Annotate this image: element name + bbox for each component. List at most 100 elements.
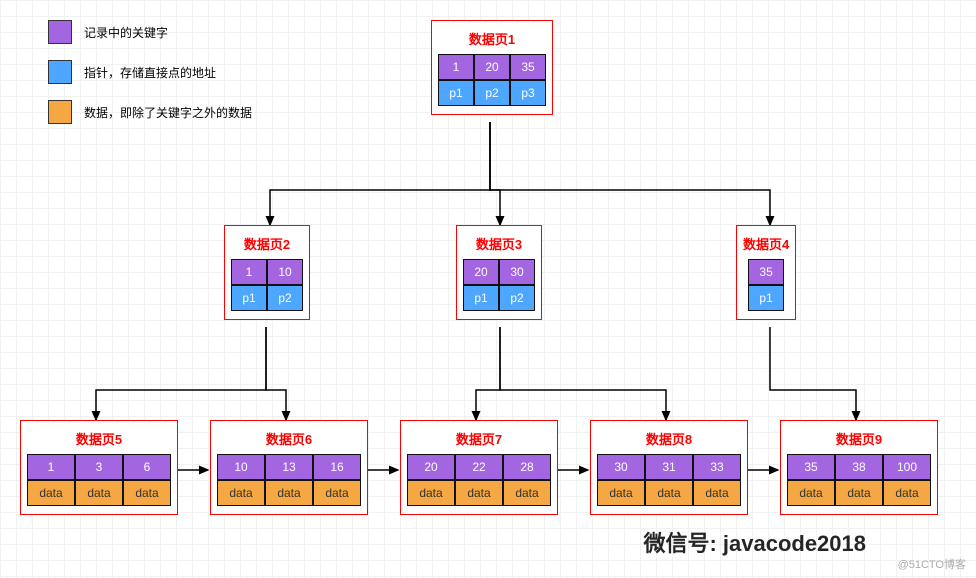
- legend-label: 指针，存储直接点的地址: [84, 64, 216, 81]
- data-cell: data: [27, 480, 75, 506]
- data-cell: data: [123, 480, 171, 506]
- key-row: 202228: [407, 454, 551, 480]
- node-p2: 数据页2110p1p2: [224, 225, 310, 320]
- data-cell: data: [787, 480, 835, 506]
- node-p5: 数据页5136datadatadata: [20, 420, 178, 515]
- key-row: 110: [231, 259, 303, 285]
- key-cell: 16: [313, 454, 361, 480]
- node-p1: 数据页112035p1p2p3: [431, 20, 553, 115]
- key-row: 12035: [438, 54, 546, 80]
- key-cell: 100: [883, 454, 931, 480]
- ptr-cell: p1: [438, 80, 474, 106]
- key-row: 2030: [463, 259, 535, 285]
- tree-edge: [476, 327, 500, 420]
- data-cell: data: [217, 480, 265, 506]
- node-p4: 数据页435p1: [736, 225, 796, 320]
- legend-label: 数据，即除了关键字之外的数据: [84, 104, 252, 121]
- tree-edge: [770, 327, 856, 420]
- key-cell: 35: [787, 454, 835, 480]
- key-cell: 10: [267, 259, 303, 285]
- legend: 记录中的关键字指针，存储直接点的地址数据，即除了关键字之外的数据: [48, 20, 252, 140]
- node-title: 数据页5: [27, 425, 171, 454]
- key-cell: 30: [597, 454, 645, 480]
- key-cell: 13: [265, 454, 313, 480]
- ptr-row: p1p2p3: [438, 80, 546, 106]
- data-cell: data: [645, 480, 693, 506]
- data-row: datadatadata: [597, 480, 741, 506]
- key-cell: 20: [463, 259, 499, 285]
- key-cell: 28: [503, 454, 551, 480]
- node-title: 数据页2: [231, 230, 303, 259]
- data-cell: data: [503, 480, 551, 506]
- key-row: 303133: [597, 454, 741, 480]
- legend-swatch: [48, 100, 72, 124]
- legend-row: 记录中的关键字: [48, 20, 252, 44]
- data-cell: data: [597, 480, 645, 506]
- key-cell: 20: [407, 454, 455, 480]
- data-cell: data: [265, 480, 313, 506]
- node-title: 数据页8: [597, 425, 741, 454]
- key-cell: 22: [455, 454, 503, 480]
- legend-swatch: [48, 20, 72, 44]
- ptr-row: p1p2: [231, 285, 303, 311]
- ptr-cell: p3: [510, 80, 546, 106]
- tree-edge: [266, 327, 286, 420]
- key-cell: 33: [693, 454, 741, 480]
- tree-edge: [500, 327, 666, 420]
- key-cell: 6: [123, 454, 171, 480]
- ptr-cell: p2: [267, 285, 303, 311]
- key-row: 136: [27, 454, 171, 480]
- legend-row: 指针，存储直接点的地址: [48, 60, 252, 84]
- ptr-cell: p2: [499, 285, 535, 311]
- tree-edge: [270, 122, 490, 225]
- node-p3: 数据页32030p1p2: [456, 225, 542, 320]
- ptr-cell: p1: [231, 285, 267, 311]
- data-cell: data: [75, 480, 123, 506]
- data-cell: data: [313, 480, 361, 506]
- legend-label: 记录中的关键字: [84, 24, 168, 41]
- node-title: 数据页3: [463, 230, 535, 259]
- key-cell: 10: [217, 454, 265, 480]
- key-cell: 35: [510, 54, 546, 80]
- key-row: 35: [743, 259, 789, 285]
- key-cell: 30: [499, 259, 535, 285]
- node-p6: 数据页6101316datadatadata: [210, 420, 368, 515]
- key-row: 101316: [217, 454, 361, 480]
- node-title: 数据页9: [787, 425, 931, 454]
- key-cell: 35: [748, 259, 784, 285]
- key-cell: 3: [75, 454, 123, 480]
- node-title: 数据页7: [407, 425, 551, 454]
- key-cell: 20: [474, 54, 510, 80]
- data-cell: data: [455, 480, 503, 506]
- key-cell: 38: [835, 454, 883, 480]
- node-p7: 数据页7202228datadatadata: [400, 420, 558, 515]
- key-row: 3538100: [787, 454, 931, 480]
- legend-row: 数据，即除了关键字之外的数据: [48, 100, 252, 124]
- data-row: datadatadata: [27, 480, 171, 506]
- data-cell: data: [835, 480, 883, 506]
- data-cell: data: [883, 480, 931, 506]
- tree-edge: [490, 122, 500, 225]
- legend-swatch: [48, 60, 72, 84]
- ptr-row: p1p2: [463, 285, 535, 311]
- ptr-cell: p1: [463, 285, 499, 311]
- ptr-row: p1: [743, 285, 789, 311]
- data-row: datadatadata: [407, 480, 551, 506]
- tree-edge: [490, 122, 770, 225]
- data-cell: data: [407, 480, 455, 506]
- node-p8: 数据页8303133datadatadata: [590, 420, 748, 515]
- key-cell: 1: [438, 54, 474, 80]
- node-title: 数据页4: [743, 230, 789, 259]
- ptr-cell: p2: [474, 80, 510, 106]
- node-title: 数据页6: [217, 425, 361, 454]
- data-row: datadatadata: [787, 480, 931, 506]
- watermark: 微信号: javacode2018: [643, 526, 866, 558]
- data-cell: data: [693, 480, 741, 506]
- key-cell: 1: [27, 454, 75, 480]
- tree-edge: [96, 327, 266, 420]
- key-cell: 31: [645, 454, 693, 480]
- node-title: 数据页1: [438, 25, 546, 54]
- key-cell: 1: [231, 259, 267, 285]
- ptr-cell: p1: [748, 285, 784, 311]
- node-p9: 数据页93538100datadatadata: [780, 420, 938, 515]
